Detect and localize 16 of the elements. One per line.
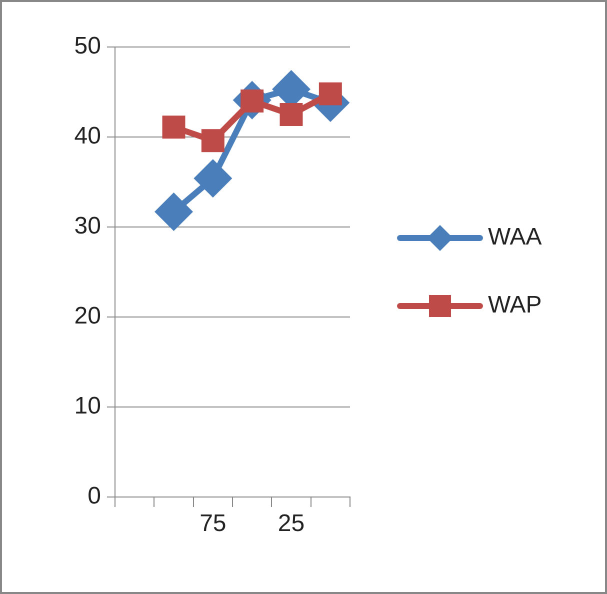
y-tick-label: 0 — [88, 482, 101, 510]
y-tick-label: 10 — [74, 392, 101, 420]
x-tick-label: 75 — [200, 510, 226, 538]
point — [318, 82, 342, 106]
point — [156, 194, 192, 230]
point — [162, 116, 186, 139]
y-tick-label: 50 — [74, 32, 101, 60]
y-tick-label: 20 — [74, 302, 101, 330]
y-tick-label: 40 — [74, 122, 101, 150]
legend-label: WAA — [488, 224, 542, 251]
x-tick-label: 25 — [278, 510, 305, 538]
point — [194, 160, 231, 196]
y-tick-label: 30 — [74, 212, 101, 240]
point — [280, 103, 303, 126]
point — [201, 129, 224, 152]
legend-label: WAP — [488, 292, 542, 319]
